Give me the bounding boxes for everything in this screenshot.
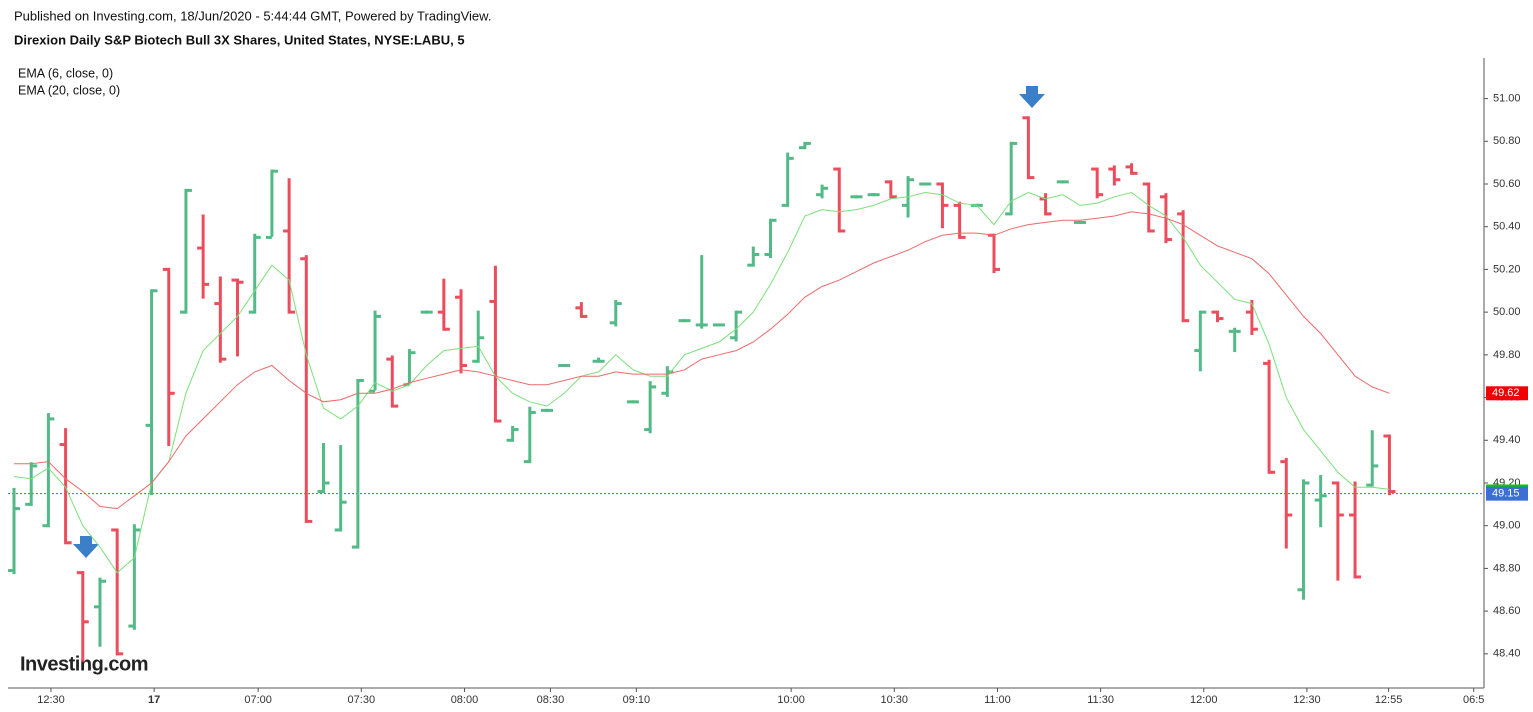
x-tick-label: 06:5 (1463, 694, 1484, 706)
watermark: Investing.com (20, 653, 148, 675)
x-tick-label: 12:00 (1190, 694, 1218, 706)
y-tick-label: 48.40 (1493, 648, 1521, 660)
x-tick-label: 17 (148, 694, 160, 706)
y-tick-label: 50.00 (1493, 306, 1521, 318)
price-label: 49.62 (1492, 387, 1520, 399)
x-tick-label: 09:10 (623, 694, 651, 706)
y-tick-label: 50.20 (1493, 263, 1521, 275)
x-tick-label: 11:30 (1087, 694, 1114, 706)
x-tick-label: 11:00 (984, 694, 1011, 706)
x-tick-label: 07:30 (348, 694, 376, 706)
arrow-marker (1019, 86, 1045, 108)
x-tick-label: 10:30 (881, 694, 909, 706)
y-tick-label: 50.60 (1493, 178, 1521, 190)
y-tick-label: 50.40 (1493, 221, 1521, 233)
arrow-marker (73, 536, 99, 558)
y-tick-label: 49.40 (1493, 434, 1521, 446)
x-tick-label: 12:30 (1293, 694, 1321, 706)
x-tick-label: 12:30 (37, 694, 65, 706)
ema-line (13, 191, 1390, 574)
price-label-box (1486, 386, 1528, 401)
y-tick-label: 48.80 (1493, 562, 1521, 574)
chart-title: Direxion Daily S&P Biotech Bull 3X Share… (14, 32, 465, 47)
y-tick-label: 51.00 (1493, 92, 1521, 104)
y-tick-label: 49.00 (1493, 520, 1521, 532)
y-tick-label: 50.80 (1493, 135, 1521, 147)
price-label-box (1486, 486, 1528, 501)
y-tick-label: 49.80 (1493, 349, 1521, 361)
x-tick-label: 07:00 (244, 694, 272, 706)
price-label: 49.15 (1492, 488, 1520, 500)
x-tick-label: 10:00 (777, 694, 805, 706)
legend-entry: EMA (6, close, 0) (18, 66, 113, 80)
x-tick-label: 12:55 (1375, 694, 1403, 706)
legend-entry: EMA (20, close, 0) (18, 83, 120, 97)
published-note: Published on Investing.com, 18/Jun/2020 … (14, 8, 491, 23)
ema-line (14, 211, 1390, 510)
x-tick-label: 08:30 (537, 694, 565, 706)
x-tick-label: 08:00 (451, 694, 479, 706)
y-tick-label: 48.60 (1493, 605, 1521, 617)
